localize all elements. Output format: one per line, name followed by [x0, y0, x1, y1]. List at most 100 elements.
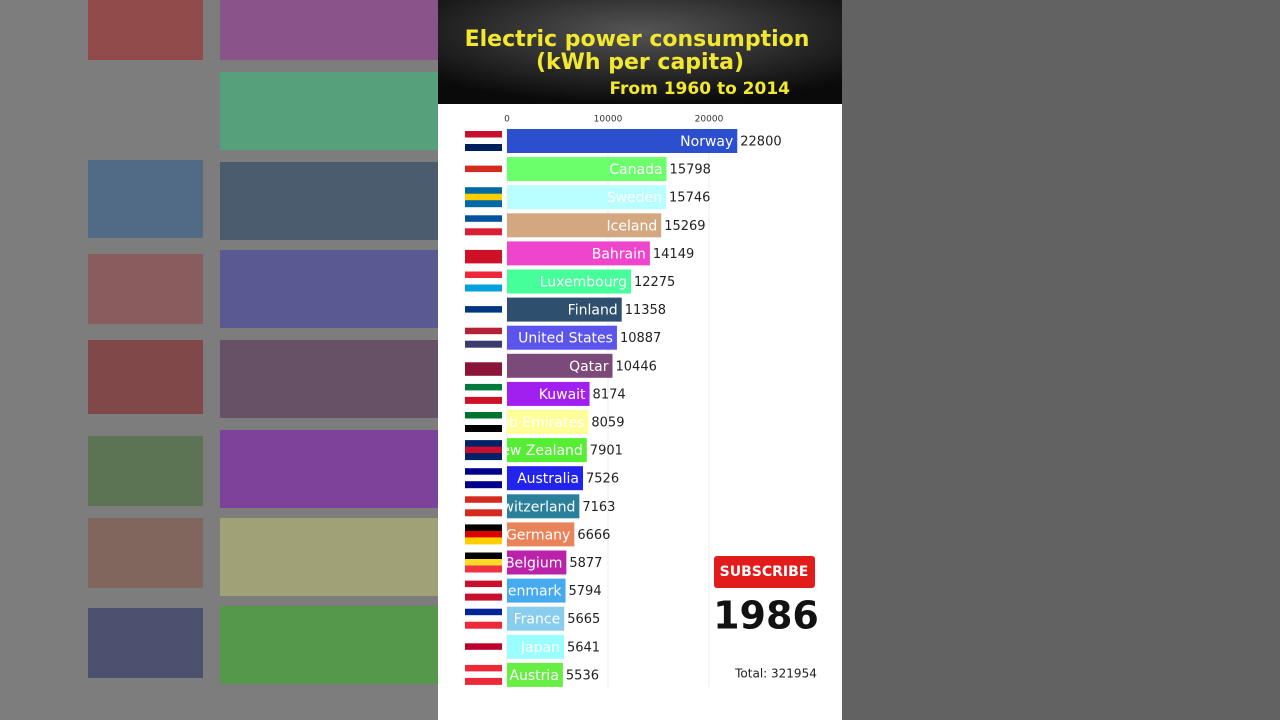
flag: [465, 228, 502, 236]
flag: [465, 677, 502, 685]
flag: [465, 131, 502, 138]
value-label: 8174: [593, 387, 626, 402]
bar: [507, 634, 564, 659]
bar-category-label: Luxembourg: [540, 275, 627, 291]
x-tick-label: 20000: [695, 115, 724, 125]
flag: [465, 340, 502, 348]
bar-category-label: Kuwait: [539, 387, 586, 403]
bar-category-label: Sweden: [607, 190, 662, 206]
value-label: 12275: [634, 275, 675, 290]
flag: [465, 593, 502, 601]
flag: [465, 418, 502, 426]
bar: [507, 241, 650, 266]
x-tick-label: 0: [504, 115, 510, 125]
bar: [507, 550, 567, 575]
bar: [507, 410, 589, 434]
flag: [465, 299, 502, 307]
bar: [507, 297, 622, 322]
bar: [507, 325, 617, 350]
bar-category-label: Germany: [506, 527, 570, 543]
flag: [465, 137, 502, 145]
bar-category-label: United Arab Emirates: [435, 415, 585, 431]
flag: [465, 481, 502, 489]
flag: [465, 159, 502, 167]
flag: [465, 187, 502, 195]
flag: [465, 530, 502, 538]
plot: 0 10000 20000 Norway Canada Sweden Iceland Bahr…: [435, 115, 782, 687]
bar-category-label: Norway: [680, 134, 733, 150]
flag: [465, 524, 502, 532]
flag: [465, 453, 502, 461]
total-label: Total: 321954: [734, 667, 817, 681]
bar-category-label: Belgium: [505, 556, 562, 572]
subscribe-label[interactable]: SUBSCRIBE: [720, 564, 809, 580]
flag: [465, 509, 502, 517]
flag: [465, 412, 502, 419]
bar-category-label: Switzerland: [494, 499, 576, 515]
bars: Norway Canada Sweden Iceland Bahrain Luxembou…: [435, 129, 738, 687]
flag: [465, 271, 502, 279]
bar: [507, 157, 667, 182]
subscribe-button[interactable]: [714, 556, 815, 588]
header-background: [438, 0, 842, 104]
flag: [465, 496, 502, 504]
value-label: 7163: [582, 500, 615, 515]
flag: [465, 559, 502, 566]
bar: [507, 578, 566, 603]
bar: [507, 522, 575, 547]
value-label: 15798: [670, 163, 711, 178]
flag: [465, 664, 502, 672]
flag: [465, 608, 502, 616]
value-label: 7901: [590, 444, 623, 459]
year-label: 1986: [713, 594, 819, 638]
flag: [465, 215, 502, 223]
value-label: 15746: [669, 191, 710, 206]
bar-category-label: Qatar: [569, 359, 609, 375]
bar: [507, 662, 563, 687]
flag: [465, 144, 502, 151]
value-label: 10446: [616, 359, 657, 374]
flag: [465, 615, 502, 623]
bar-category-label: Australia: [517, 471, 579, 487]
flag: [465, 221, 502, 229]
value-label: 7526: [586, 472, 619, 487]
flag: [465, 580, 502, 588]
flag: [465, 249, 502, 257]
value-label: 6666: [577, 528, 610, 543]
flag: [465, 278, 502, 285]
bar: [507, 129, 738, 153]
value-label: 22800: [740, 135, 781, 150]
value-label: 5877: [569, 556, 602, 571]
flag: [465, 587, 502, 595]
bar: [507, 185, 667, 210]
flag: [465, 390, 502, 398]
flag: [465, 383, 502, 391]
flag: [465, 256, 502, 264]
bar-category-label: United States: [518, 331, 613, 347]
bar-category-label: France: [514, 612, 561, 628]
bar-category-label: Canada: [609, 162, 662, 178]
flag: [465, 172, 502, 180]
value-label: 14149: [653, 247, 694, 262]
flag: [465, 200, 502, 208]
bar-category-label: Bahrain: [592, 246, 646, 262]
value-label: 8059: [591, 416, 624, 431]
flag: [465, 565, 502, 573]
flag: [465, 362, 502, 370]
flag: [465, 193, 502, 201]
flag: [465, 537, 502, 545]
value-label: 15269: [664, 219, 705, 234]
bar: [507, 606, 565, 631]
chart-subtitle: From 1960 to 2014: [610, 79, 791, 99]
flag: [465, 649, 502, 657]
flag: [465, 243, 502, 251]
flag: [465, 327, 502, 335]
flag: [465, 355, 502, 363]
flag: [465, 284, 502, 292]
flag: [465, 425, 502, 432]
value-label: 10887: [620, 331, 661, 346]
flag: [465, 671, 502, 679]
